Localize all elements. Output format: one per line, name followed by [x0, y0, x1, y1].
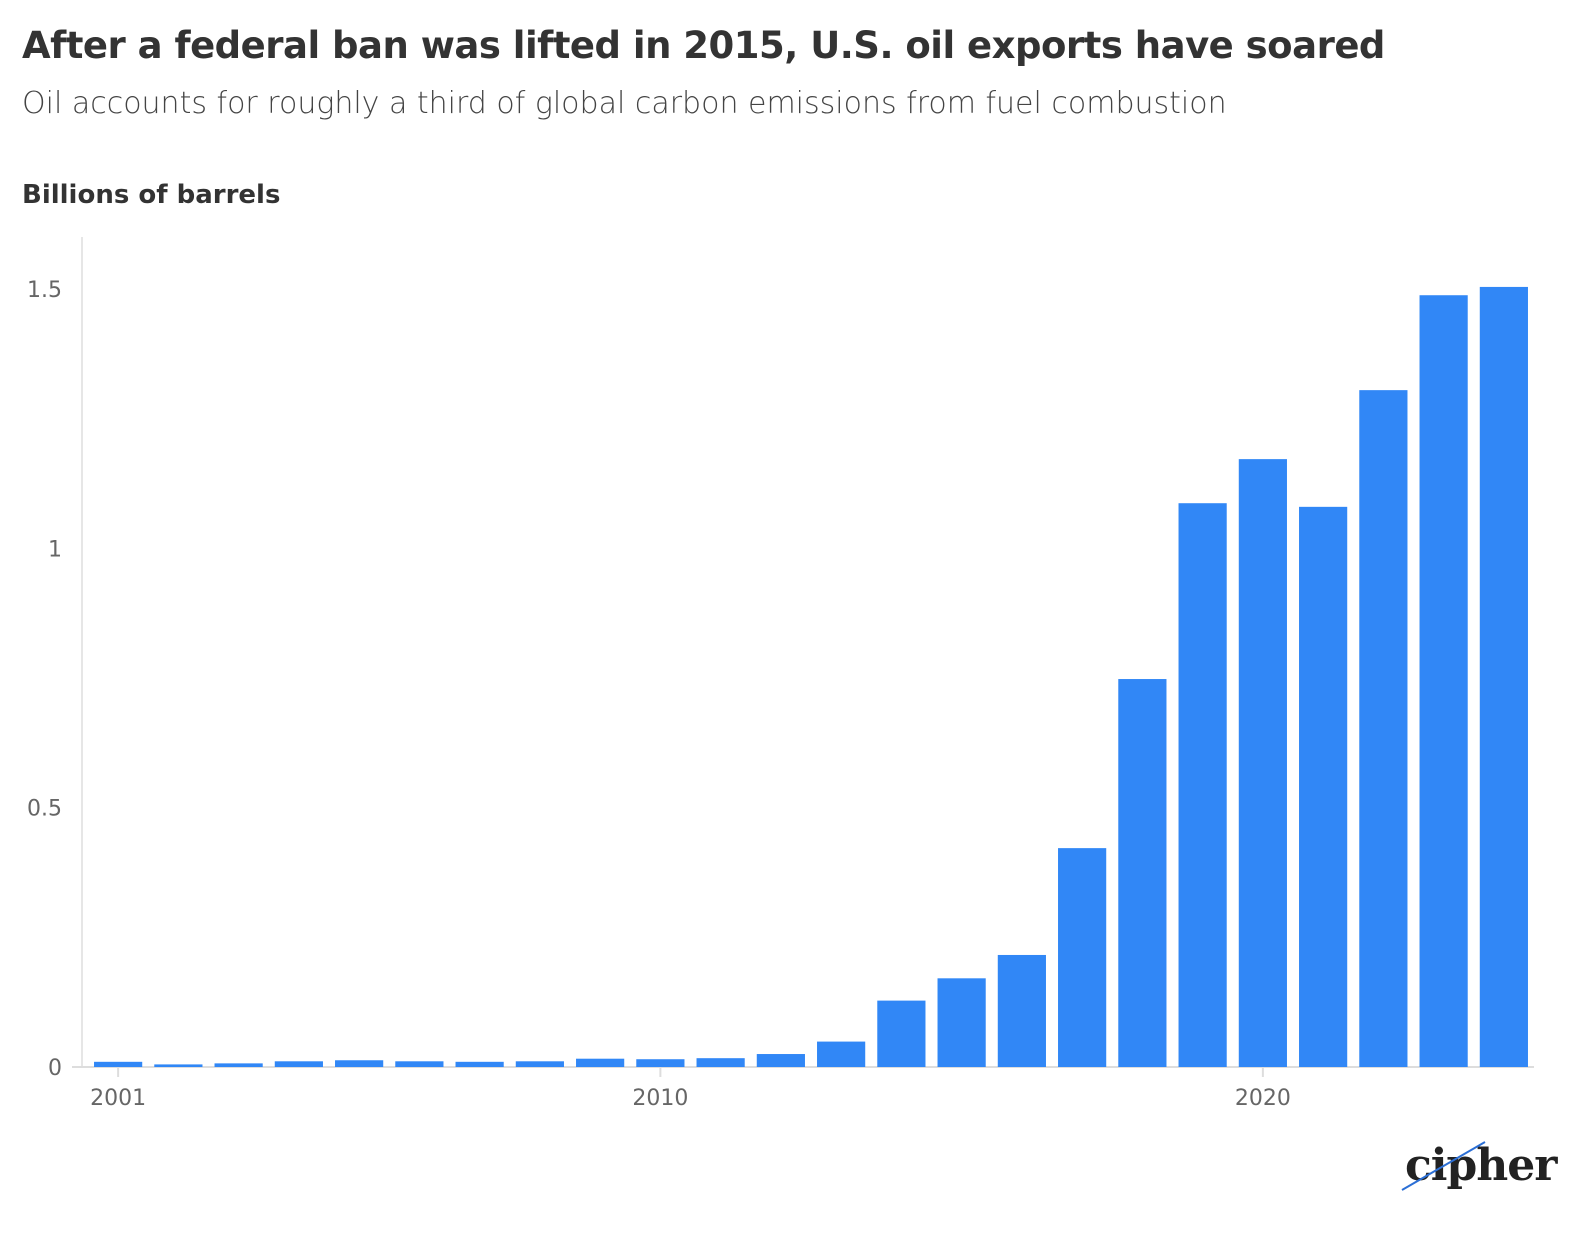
y-tick-label: 1.5 [27, 278, 62, 303]
logo-slash [1401, 1141, 1486, 1191]
chart-subtitle: Oil accounts for roughly a third of glob… [22, 86, 1227, 121]
chart-title: After a federal ban was lifted in 2015, … [22, 24, 1385, 67]
bar-2006 [395, 1061, 444, 1067]
bar-2001 [94, 1061, 143, 1067]
logo-text: cipher [1405, 1140, 1557, 1191]
bar-2005 [335, 1060, 384, 1067]
bar-2019 [1178, 503, 1227, 1067]
x-tick-label: 2010 [632, 1086, 688, 1111]
bar-2022 [1359, 390, 1408, 1067]
bar-2021 [1299, 506, 1348, 1068]
bar-2011 [696, 1058, 745, 1067]
x-tick-label: 2020 [1235, 1086, 1291, 1111]
bar-2024 [1479, 286, 1528, 1068]
cipher-logo: cipher [1401, 1140, 1557, 1191]
bar-2017 [1058, 848, 1107, 1067]
bar-2010 [636, 1059, 685, 1067]
bar-2013 [817, 1041, 866, 1067]
bar-2009 [576, 1058, 625, 1067]
bar-2014 [877, 1000, 926, 1067]
bar-2018 [1118, 679, 1167, 1067]
bar-2007 [455, 1061, 504, 1067]
bar-2003 [214, 1063, 263, 1067]
y-axis-label: Billions of barrels [22, 180, 281, 210]
y-tick-label: 0.5 [27, 797, 62, 822]
bar-2023 [1419, 295, 1468, 1067]
x-tick-label: 2001 [90, 1086, 146, 1111]
bar-2020 [1238, 459, 1287, 1067]
y-tick-label: 0 [48, 1056, 62, 1081]
bar-2004 [274, 1061, 323, 1067]
bar-2015 [937, 978, 986, 1067]
bar-2016 [997, 954, 1046, 1067]
bar-2012 [756, 1054, 805, 1067]
bar-2008 [515, 1061, 564, 1067]
y-tick-label: 1 [48, 537, 62, 562]
bar-2002 [154, 1064, 203, 1067]
